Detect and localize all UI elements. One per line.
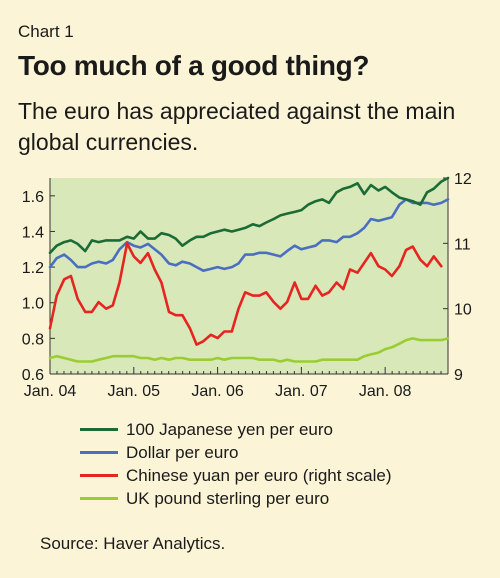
series-line-yuan <box>48 242 443 346</box>
left-y-tick-label: 0.8 <box>22 331 44 348</box>
x-tick-label: Jan. 05 <box>108 383 161 400</box>
legend-item-pound: UK pound sterling per euro <box>80 487 392 510</box>
x-tick-label: Jan. 08 <box>359 383 412 400</box>
legend-swatch-dollar <box>80 451 118 454</box>
right-y-tick-label: 11 <box>454 236 471 253</box>
legend-label-yuan: Chinese yuan per euro (right scale) <box>126 465 392 485</box>
legend-label-yen: 100 Japanese yen per euro <box>126 419 333 439</box>
series-line-pound <box>48 337 450 363</box>
legend: 100 Japanese yen per euro Dollar per eur… <box>80 418 392 510</box>
right-y-tick-label: 10 <box>454 302 472 319</box>
right-y-tick-label: 12 <box>454 171 472 188</box>
chart-number-label: Chart 1 <box>18 22 74 41</box>
axes: 0.6 0.8 1.0 1.2 1.4 1.6 9 10 11 12 Jan. 04 Jan. 05 J… <box>22 171 472 400</box>
legend-item-dollar: Dollar per euro <box>80 441 392 464</box>
series-lines <box>48 176 450 363</box>
legend-label-dollar: Dollar per euro <box>126 442 239 462</box>
x-tick-label: Jan. 07 <box>275 383 328 400</box>
right-y-tick-label: 9 <box>454 367 463 384</box>
x-tick-label: Jan. 04 <box>24 383 77 400</box>
legend-swatch-yuan <box>80 474 118 477</box>
left-y-tick-label: 1.6 <box>22 189 44 206</box>
source-note: Source: Haver Analytics. <box>40 534 226 553</box>
left-y-tick-label: 1.0 <box>22 296 44 313</box>
left-y-tick-label: 1.2 <box>22 260 44 277</box>
left-y-tick-label: 1.4 <box>22 224 44 241</box>
legend-swatch-yen <box>80 428 118 431</box>
legend-item-yen: 100 Japanese yen per euro <box>80 418 392 441</box>
legend-item-yuan: Chinese yuan per euro (right scale) <box>80 464 392 487</box>
chart-title: Too much of a good thing? <box>18 50 370 81</box>
series-line-dollar <box>48 198 450 273</box>
series-line-yen <box>48 176 450 255</box>
plot-area <box>50 178 448 374</box>
legend-label-pound: UK pound sterling per euro <box>126 488 330 508</box>
left-y-tick-label: 0.6 <box>22 367 44 384</box>
chart-subtitle: The euro has appreciated against the mai… <box>18 98 456 155</box>
legend-swatch-pound <box>80 497 118 500</box>
x-tick-label: Jan. 06 <box>191 383 244 400</box>
